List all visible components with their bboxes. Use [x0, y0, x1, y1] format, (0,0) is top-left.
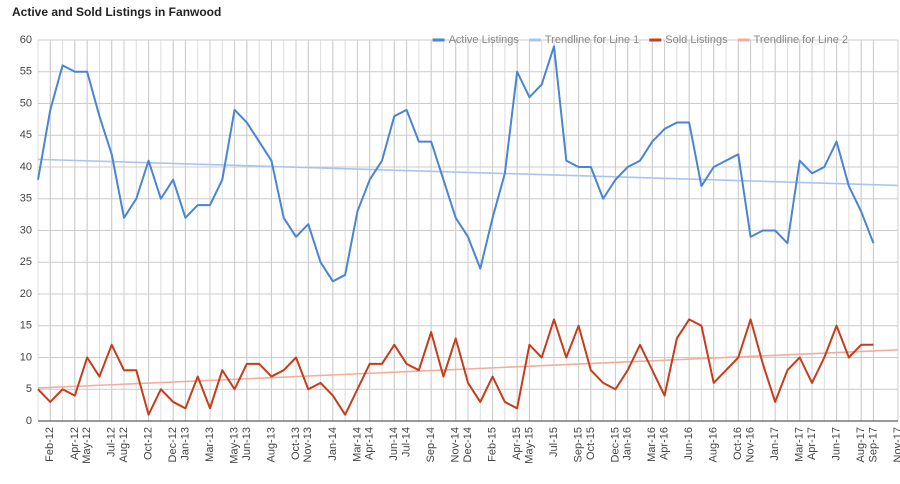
- x-tick-label: Oct-12: [142, 427, 154, 460]
- x-tick-label: Jan-17: [769, 427, 781, 461]
- x-tick-label: Jul-14: [400, 427, 412, 457]
- axes: Feb-12 Apr-12 May-12 Jul-12 Aug-12 Oct-12 Dec-…: [20, 34, 900, 464]
- x-tick-label: Jan-16: [622, 427, 634, 461]
- x-tick-label: Jan-13: [179, 427, 191, 461]
- x-tick-label: Mar-17: [794, 427, 806, 462]
- x-tick-label: Sep-14: [425, 427, 437, 462]
- x-tick-label: Aug-16: [708, 427, 720, 462]
- legend: Active Listings Trendline for Line 1 Sold …: [432, 34, 848, 46]
- x-tick-label: Aug-12: [118, 427, 130, 462]
- x-tick-label: Oct-15: [585, 427, 597, 460]
- y-tick-label: 10: [20, 351, 32, 363]
- x-tick-label: Jun-13: [241, 427, 253, 461]
- data-line: [37, 45, 875, 283]
- x-tick-label: Jan-14: [327, 427, 339, 461]
- y-tick-label: 35: [20, 193, 32, 205]
- x-tick-label: Apr-12: [69, 427, 81, 460]
- y-tick-label: 50: [20, 97, 32, 109]
- legend-label: Sold Listings: [665, 34, 728, 46]
- trendline: [37, 158, 899, 187]
- x-tick-label: Dec-12: [167, 427, 179, 462]
- x-tick-label: Jul-15: [548, 427, 560, 457]
- x-tick-label: Mar-16: [646, 427, 658, 462]
- x-tick-label: Apr-17: [806, 427, 818, 460]
- y-tick-label: 60: [20, 34, 32, 46]
- legend-item: Sold Listings: [649, 34, 728, 46]
- legend-label: Active Listings: [449, 34, 520, 46]
- y-tick-label: 15: [20, 320, 32, 332]
- x-tick-label: May-15: [523, 427, 535, 464]
- x-tick-label: Mar-14: [351, 427, 363, 462]
- x-tick-label: Oct-16: [732, 427, 744, 460]
- x-tick-label: May-12: [81, 427, 93, 464]
- data-line: [37, 318, 874, 416]
- x-tick-label: Aug-17: [855, 427, 867, 462]
- x-tick-label: Aug-13: [265, 427, 277, 462]
- x-tick-label: Jun-17: [830, 427, 842, 461]
- x-tick-label: Sep-15: [572, 427, 584, 462]
- x-tick-label: Apr-16: [658, 427, 670, 460]
- x-tick-label: Nov-17: [892, 427, 900, 462]
- x-tick-label: Jun-16: [683, 427, 695, 461]
- grid: [37, 39, 899, 422]
- x-tick-label: May-13: [228, 427, 240, 464]
- legend-label: Trendline for Line 1: [545, 34, 639, 46]
- trendline: [37, 349, 899, 389]
- x-tick-label: Apr-15: [511, 427, 523, 460]
- y-tick-label: 55: [20, 66, 32, 78]
- x-tick-label: Nov-16: [744, 427, 756, 462]
- y-tick-label: 0: [26, 415, 32, 427]
- x-tick-label: Dec-14: [462, 427, 474, 462]
- legend-label: Trendline for Line 2: [754, 34, 848, 46]
- x-tick-label: Jun-14: [388, 427, 400, 461]
- x-tick-label: Dec-15: [609, 427, 621, 462]
- y-tick-label: 45: [20, 129, 32, 141]
- x-tick-label: Sep-17: [867, 427, 879, 462]
- legend-item: Trendline for Line 1: [528, 34, 639, 46]
- x-tick-label: Feb-12: [44, 427, 56, 462]
- plot: [37, 45, 899, 416]
- x-tick-label: Nov-13: [302, 427, 314, 462]
- legend-item: Trendline for Line 2: [737, 34, 848, 46]
- y-tick-label: 40: [20, 161, 32, 173]
- y-tick-label: 30: [20, 224, 32, 236]
- legend-item: Active Listings: [432, 34, 520, 46]
- chart-title: Active and Sold Listings in Fanwood: [12, 5, 221, 19]
- y-tick-label: 20: [20, 288, 32, 300]
- y-tick-label: 25: [20, 256, 32, 268]
- x-tick-label: Oct-13: [290, 427, 302, 460]
- x-tick-label: Nov-14: [450, 427, 462, 462]
- x-tick-label: Feb-15: [486, 427, 498, 462]
- x-tick-label: Mar-13: [204, 427, 216, 462]
- x-tick-label: Apr-14: [364, 427, 376, 460]
- y-tick-label: 5: [26, 383, 32, 395]
- x-tick-label: Jul-12: [106, 427, 118, 457]
